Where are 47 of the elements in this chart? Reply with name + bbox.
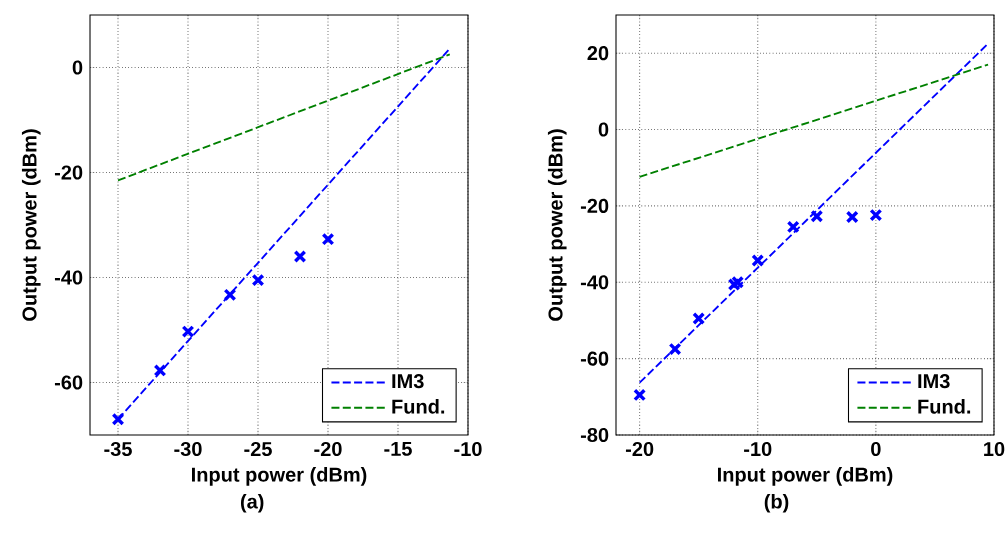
- y-tick-label: -80: [580, 427, 609, 443]
- point: [633, 388, 647, 402]
- y-axis-title: Output power (dBm): [21, 129, 41, 321]
- x-tick-label: -20: [314, 441, 342, 457]
- point: [845, 210, 859, 224]
- point: [869, 208, 883, 222]
- y-tick-label: -40: [580, 275, 609, 290]
- point: [293, 250, 307, 263]
- point: [786, 220, 800, 234]
- x-tick-label: 10: [984, 441, 1005, 457]
- legend-label: IM3: [918, 374, 950, 389]
- legend-label: IM3: [392, 374, 424, 389]
- point: [810, 209, 824, 223]
- y-tick-label: -20: [580, 198, 609, 213]
- x-tick-label: -10: [744, 441, 772, 457]
- x-tick-label: -25: [244, 441, 272, 457]
- legend-label: Fund.: [392, 399, 445, 414]
- point: [251, 273, 265, 287]
- x-tick-label: -30: [174, 441, 202, 457]
- point: [111, 412, 125, 426]
- point: [321, 232, 335, 246]
- x-axis-title: Input power (dBm): [192, 467, 367, 486]
- point: [181, 325, 195, 339]
- x-tick-label: -20: [625, 441, 654, 457]
- point: [751, 254, 765, 267]
- x-tick-label: 0: [871, 441, 881, 457]
- legend-label: Fund.: [918, 399, 971, 414]
- text: (a): [240, 493, 264, 513]
- y-axis-title: Output power (dBm): [547, 129, 567, 321]
- point: [727, 278, 741, 292]
- y-tick-label: 0: [72, 60, 83, 75]
- y-tick-label: -60: [580, 351, 609, 366]
- y-tick-label: 0: [598, 122, 609, 137]
- x-axis-title: Input power (dBm): [718, 467, 893, 486]
- y-tick-label: -40: [54, 270, 83, 285]
- point: [668, 342, 682, 356]
- y-tick-label: -20: [54, 165, 83, 180]
- point: [692, 312, 706, 325]
- point: [223, 288, 237, 302]
- y-tick-label: -60: [54, 375, 83, 390]
- point: [731, 275, 745, 289]
- text: (b): [764, 493, 789, 513]
- x-tick-label: -10: [454, 441, 482, 457]
- x-tick-label: -35: [104, 441, 132, 457]
- x-tick-label: -15: [384, 441, 412, 456]
- y-tick-label: 20: [587, 46, 609, 61]
- point: [153, 363, 167, 377]
